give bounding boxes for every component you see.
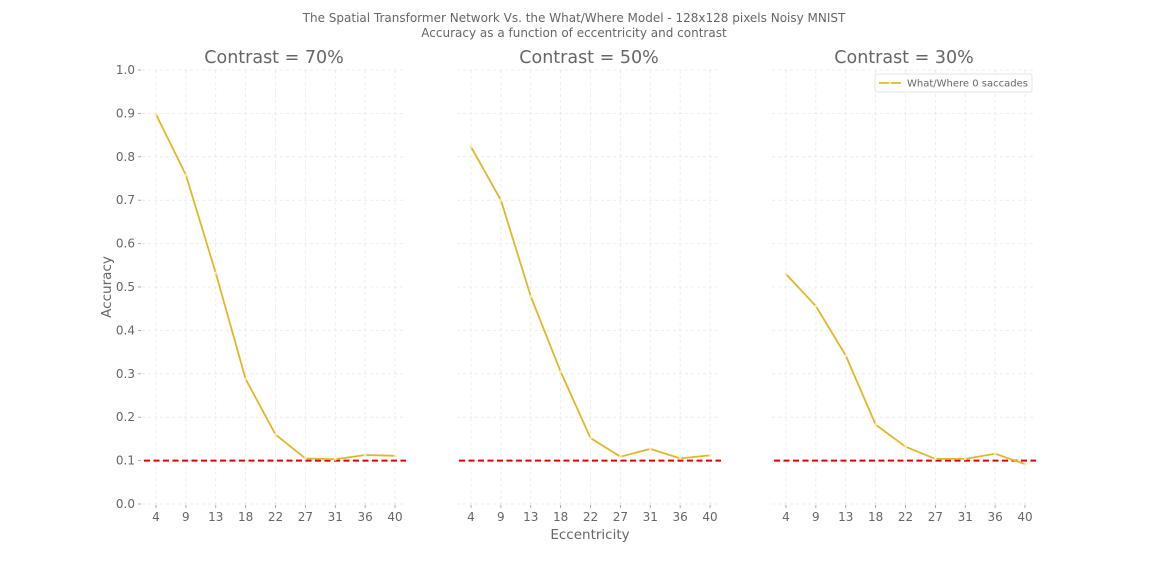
x-tick-label: 31 (958, 510, 973, 524)
data-point (499, 198, 503, 202)
data-point (333, 457, 337, 461)
panels: Contrast = 70% 0.0 0.1 0.2 0.3 0.4 0.5 0.6 0.7 0.… (116, 48, 1036, 524)
y-tick-label: 0.5 (116, 280, 135, 294)
series-line (470, 146, 711, 460)
data-point (904, 445, 907, 449)
x-tick-label: 22 (583, 510, 598, 524)
figure-subtitle: Accuracy as a function of eccentricity a… (421, 26, 727, 40)
x-tick-label: 27 (298, 510, 313, 524)
data-point (963, 457, 967, 461)
data-point (154, 112, 158, 116)
data-point (933, 457, 937, 461)
x-tick-label: 13 (838, 510, 853, 524)
x-tick-label: 36 (357, 510, 372, 524)
data-point (559, 370, 563, 374)
data-point (393, 454, 397, 458)
x-tick-label: 27 (613, 510, 628, 524)
data-point (469, 145, 473, 149)
panel-title: Contrast = 50% (519, 48, 658, 68)
x-tick-label: 9 (497, 510, 505, 524)
x-tick-label: 18 (553, 510, 568, 524)
x-tick-label: 18 (238, 510, 253, 524)
x-tick-label: 13 (208, 510, 223, 524)
y-tick-label: 0.9 (116, 106, 135, 120)
data-point (363, 453, 367, 457)
data-point (814, 304, 818, 308)
panel-title: Contrast = 30% (834, 48, 973, 68)
data-point (708, 453, 712, 457)
x-tick-label: 9 (812, 510, 820, 524)
data-point (874, 423, 878, 426)
data-point (184, 173, 188, 177)
data-point (844, 354, 848, 357)
series-line (785, 273, 1026, 465)
x-tick-label: 4 (152, 510, 160, 524)
x-tick-label: 40 (1017, 510, 1032, 524)
data-point (784, 272, 788, 276)
data-point (648, 447, 652, 451)
x-tick-label: 13 (523, 510, 538, 524)
x-tick-label: 40 (702, 510, 717, 524)
x-tick-label: 4 (782, 510, 790, 524)
data-point (529, 295, 533, 298)
data-point (589, 436, 592, 440)
chart-panel-1: Contrast = 70% 0.0 0.1 0.2 0.3 0.4 0.5 0.6 0.7 0.… (116, 48, 406, 524)
panel-title: Contrast = 70% (204, 48, 343, 68)
legend: What/Where 0 saccades (874, 73, 1033, 93)
x-tick-label: 36 (987, 510, 1002, 524)
data-point (274, 433, 277, 436)
y-tick-label: 1.0 (116, 63, 135, 77)
data-point (993, 452, 997, 456)
x-tick-label: 4 (467, 510, 475, 524)
x-tick-label: 31 (328, 510, 343, 524)
legend-label: What/Where 0 saccades (907, 79, 1028, 90)
y-tick-label: 0.1 (116, 454, 135, 468)
y-tick-label: 0.0 (116, 497, 135, 511)
y-tick-label: 0.7 (116, 193, 135, 207)
data-point (214, 271, 218, 275)
chart-panel-3: Contrast = 30% 4 9 13 18 22 27 31 36 40 What/Where… (772, 48, 1036, 524)
x-tick-label: 36 (672, 510, 687, 524)
data-point (1023, 462, 1027, 466)
y-tick-label: 0.6 (116, 237, 135, 251)
data-point (618, 455, 622, 459)
x-tick-label: 31 (643, 510, 658, 524)
x-tick-label: 22 (898, 510, 913, 524)
x-tick-label: 22 (268, 510, 283, 524)
x-tick-label: 18 (868, 510, 883, 524)
y-tick-label: 0.4 (116, 323, 135, 337)
data-point (678, 457, 682, 460)
legend-box (874, 73, 1033, 93)
y-tick-label: 0.8 (116, 150, 135, 164)
data-point (244, 377, 248, 381)
y-tick-label: 0.3 (116, 367, 135, 381)
x-axis-label: Eccentricity (550, 527, 629, 543)
chart-panel-2: Contrast = 50% 4 9 13 18 22 27 31 36 40 (457, 48, 721, 524)
x-tick-label: 9 (182, 510, 190, 524)
data-point (303, 457, 307, 460)
figure-title: The Spatial Transformer Network Vs. the … (302, 11, 846, 25)
x-tick-label: 27 (928, 510, 943, 524)
x-tick-label: 40 (387, 510, 402, 524)
y-axis-label: Accuracy (99, 256, 115, 318)
y-tick-label: 0.2 (116, 410, 135, 424)
legend-marker (888, 81, 892, 85)
